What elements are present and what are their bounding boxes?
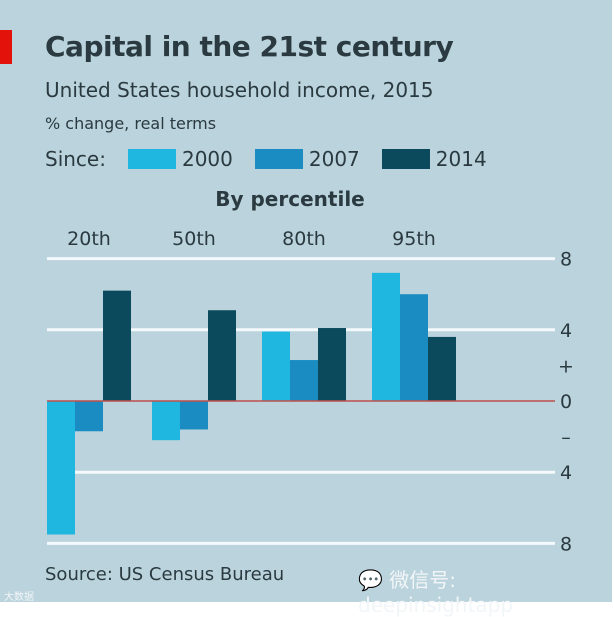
category-label: 50th bbox=[172, 228, 216, 250]
wechat-icon: 💬 bbox=[358, 568, 383, 592]
legend: Since: 2000 2007 2014 bbox=[45, 147, 487, 171]
y-axis-label: % change, real terms bbox=[45, 114, 217, 133]
legend-swatch-2007 bbox=[254, 149, 303, 169]
chart-panel bbox=[0, 0, 612, 602]
legend-label-2007: 2007 bbox=[308, 147, 360, 171]
bar-2014-80th bbox=[318, 328, 346, 401]
y-tick-label: 8 bbox=[560, 249, 572, 271]
watermark-small: 大数据 bbox=[4, 592, 34, 603]
chart-title: Capital in the 21st century bbox=[45, 30, 454, 63]
y-tick-label: – bbox=[561, 427, 571, 449]
bar-2007-80th bbox=[290, 360, 318, 401]
bar-2000-95th bbox=[372, 272, 400, 401]
y-tick-label: + bbox=[558, 355, 574, 377]
y-tick-label: 8 bbox=[560, 533, 572, 555]
category-label: 80th bbox=[282, 228, 326, 250]
y-tick-label: 4 bbox=[560, 462, 572, 484]
legend-label-2014: 2014 bbox=[435, 147, 487, 171]
y-tick-label: 4 bbox=[560, 320, 572, 342]
legend-swatch-2014 bbox=[381, 149, 430, 169]
bar-2000-50th bbox=[152, 401, 180, 441]
y-tick-label: 0 bbox=[560, 391, 572, 413]
brand-red-bar bbox=[0, 30, 12, 64]
category-label: 95th bbox=[392, 228, 436, 250]
chart-subtitle: United States household income, 2015 bbox=[45, 78, 434, 102]
bar-2000-80th bbox=[262, 331, 290, 401]
source-note: Source: US Census Bureau bbox=[45, 564, 285, 585]
bar-2014-50th bbox=[208, 310, 236, 401]
bar-2007-95th bbox=[400, 294, 428, 401]
watermark: 💬 微信号: deepinsightapp bbox=[358, 564, 614, 617]
category-label: 20th bbox=[67, 228, 111, 250]
legend-label-2000: 2000 bbox=[181, 147, 233, 171]
bar-2014-20th bbox=[103, 290, 131, 401]
legend-title: Since: bbox=[45, 147, 106, 171]
bar-2007-50th bbox=[180, 401, 208, 430]
x-axis-title: By percentile bbox=[215, 187, 365, 211]
bar-2014-95th bbox=[428, 336, 456, 401]
bar-2007-20th bbox=[75, 401, 103, 432]
legend-swatch-2000 bbox=[127, 149, 176, 169]
bar-2000-20th bbox=[47, 401, 75, 535]
